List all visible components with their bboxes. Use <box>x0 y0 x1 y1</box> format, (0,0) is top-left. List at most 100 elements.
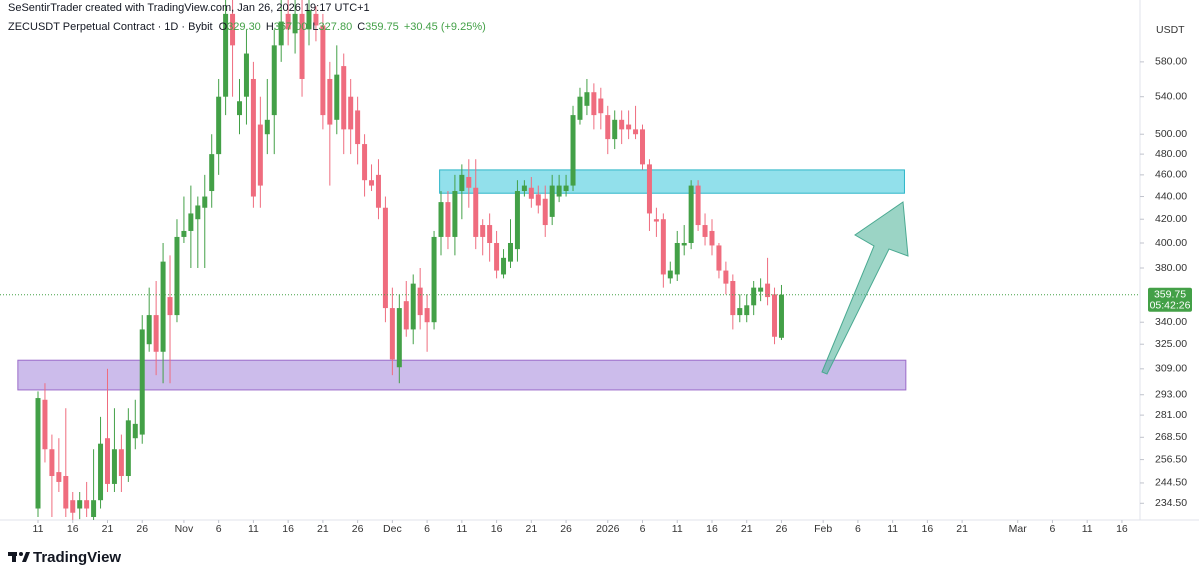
candle-body <box>104 438 110 484</box>
candle-body <box>431 236 437 323</box>
candle-body <box>633 129 639 135</box>
x-tick-label: 21 <box>525 523 537 535</box>
candle-body <box>98 443 104 501</box>
candle-body <box>737 308 743 316</box>
candle-body <box>556 185 562 197</box>
y-tick-label: 540.00 <box>1155 90 1187 102</box>
candle-body <box>306 10 312 30</box>
ohlc-label: O <box>219 21 228 33</box>
candle-body <box>202 196 208 208</box>
candle-body <box>285 13 291 30</box>
logo-mark <box>12 552 16 562</box>
x-tick-label: 11 <box>1082 523 1093 535</box>
candle-body <box>362 144 368 181</box>
candle-body <box>299 13 305 79</box>
candle-body <box>709 230 715 246</box>
candle-body <box>146 315 152 345</box>
y-tick-label: 580.00 <box>1155 56 1187 68</box>
x-tick-label: 2026 <box>596 523 620 535</box>
candle-body <box>271 45 277 116</box>
y-tick-label: 268.50 <box>1155 431 1187 443</box>
zone <box>17 359 907 391</box>
x-tick-label: Feb <box>814 523 832 535</box>
ohlc-value: 359.75 <box>365 21 399 33</box>
x-tick-label: Nov <box>175 523 194 535</box>
candle-body <box>237 101 243 116</box>
x-tick-label: 26 <box>560 523 572 535</box>
symbol-info: ZECUSDT Perpetual Contract · 1D · Bybit <box>8 21 213 33</box>
x-tick-label: 6 <box>640 523 646 535</box>
header: SeSentirTrader created with TradingView.… <box>8 2 486 33</box>
candle-body <box>341 66 347 130</box>
x-tick-label: 11 <box>887 523 898 535</box>
y-tick-label: 500.00 <box>1155 128 1187 140</box>
candle-body <box>410 283 416 330</box>
candle-body <box>584 92 590 106</box>
x-tick-label: 26 <box>136 523 148 535</box>
candle-body <box>577 96 583 120</box>
candle-body <box>70 500 76 513</box>
candle-body <box>153 315 159 352</box>
candle-body <box>591 92 597 116</box>
candle-body <box>535 194 541 206</box>
candle-body <box>778 294 784 338</box>
zone <box>439 169 905 194</box>
ohlc-label: C <box>357 21 365 33</box>
candle-body <box>563 185 569 192</box>
x-tick-label: Dec <box>383 523 402 535</box>
price-badge-value: 359.75 <box>1154 288 1186 300</box>
x-tick-label: 16 <box>67 523 79 535</box>
candle-body <box>167 297 173 316</box>
y-tick-label: 420.00 <box>1155 213 1187 225</box>
candle-body <box>160 261 166 352</box>
candle-body <box>612 119 618 140</box>
arrow <box>821 201 909 375</box>
candle-body <box>375 174 381 208</box>
y-tick-label: 309.00 <box>1155 363 1187 375</box>
y-tick-label: 325.00 <box>1155 338 1187 350</box>
candle-body <box>355 110 361 145</box>
y-tick-label: 244.50 <box>1155 477 1187 489</box>
candle-body <box>570 115 576 186</box>
candle-body <box>56 472 62 482</box>
candle-body <box>702 225 708 237</box>
candle-body <box>118 449 124 477</box>
ohlc-value: 329.30 <box>227 21 261 33</box>
candle-body <box>77 500 83 509</box>
candle-body <box>487 225 493 243</box>
candle-body <box>640 129 646 165</box>
y-tick-label: 281.00 <box>1155 409 1187 421</box>
candle-body <box>292 13 298 34</box>
x-tick-label: 21 <box>102 523 114 535</box>
candle-body <box>348 96 354 130</box>
ohlc-value: 327.80 <box>319 21 353 33</box>
countdown: 05:42:26 <box>1150 299 1191 311</box>
candle-body <box>674 242 680 275</box>
candle-body <box>125 420 131 477</box>
candle-body <box>494 242 500 271</box>
candle-body <box>209 154 215 192</box>
x-tick-label: 6 <box>216 523 222 535</box>
candle-body <box>501 257 507 275</box>
x-tick-label: 16 <box>491 523 503 535</box>
candle-body <box>230 13 236 46</box>
candle-body <box>445 202 451 237</box>
candle-body <box>132 423 138 439</box>
candle-body <box>681 242 687 246</box>
candle-body <box>772 294 778 337</box>
x-tick-label: 11 <box>248 523 259 535</box>
candle-body <box>42 399 48 450</box>
candle-body <box>181 230 187 237</box>
y-tick-label: 440.00 <box>1155 190 1187 202</box>
candle-body <box>250 78 256 197</box>
candle-body <box>195 205 201 220</box>
candle-body <box>63 476 69 509</box>
candle-body <box>744 305 750 316</box>
brand: TradingView <box>33 549 121 566</box>
candle-body <box>438 202 444 237</box>
candle-body <box>660 219 666 275</box>
candle-body <box>751 287 757 306</box>
x-tick-label: 16 <box>922 523 934 535</box>
